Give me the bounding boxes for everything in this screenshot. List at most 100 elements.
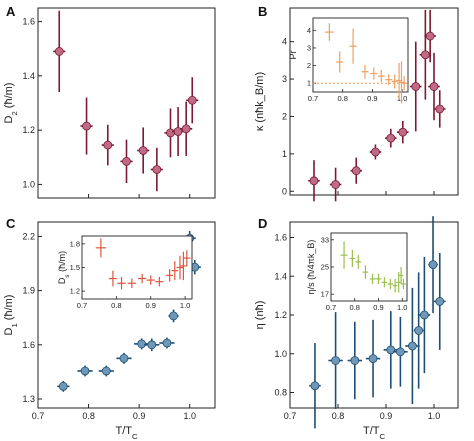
y-tick-label: 1.4: [22, 71, 35, 81]
inset-D-point-8: [392, 278, 398, 293]
panel-C-marker: [137, 339, 147, 349]
panel-A-marker: [181, 124, 191, 134]
y-tick-label: 1.3: [22, 394, 35, 404]
x-tick-label: 0.8: [332, 411, 345, 421]
panel-D-point-2: [347, 321, 362, 400]
panel-C-point-4: [134, 338, 150, 350]
inset-y-tick-label: 17: [321, 290, 329, 299]
inset-B-point-4: [370, 67, 378, 80]
inset-B-point-1: [336, 51, 344, 73]
panel-C-marker: [80, 366, 90, 376]
y-tick-label: 4: [282, 37, 287, 47]
inset-D-point-2: [355, 255, 362, 269]
x-axis-label: T/TC: [363, 425, 386, 441]
inset-D-point-1: [349, 250, 356, 267]
inset-y-label: Pr: [288, 50, 298, 59]
panel-D-point-4: [383, 311, 398, 389]
panel-B-marker: [398, 127, 408, 137]
panel-A-point-0: [53, 10, 66, 93]
x-tick-label: 1.0: [428, 411, 441, 421]
y-tick-label: 1.2: [22, 125, 35, 135]
y-axis-label: η (nħ): [254, 301, 266, 330]
panel-A-point-1: [80, 97, 93, 155]
inset-C-point-0: [95, 238, 107, 258]
panel-B-marker: [351, 166, 361, 176]
panel-C-marker: [58, 381, 68, 391]
panel-C-point-6: [159, 337, 175, 349]
inset-y-label-unit: (ħ/m): [57, 251, 67, 275]
panel-A-point-4: [137, 127, 150, 174]
panel-C-point-7: [168, 309, 179, 323]
y-axis-label-sub: 2: [10, 111, 19, 115]
panel-C: 1.31.61.92.20.7 0.8 0.9 1.0D1 (ħ/m)T/TCC1.2…: [3, 216, 216, 441]
x-axis-label-sub: C: [132, 432, 138, 441]
panel-D-marker: [331, 356, 341, 365]
panel-D-point-5: [393, 316, 408, 387]
y-tick-label: 1.6: [22, 17, 35, 27]
inset-y-tick-label: 3: [307, 43, 311, 52]
y-tick-label: 1.0: [274, 349, 287, 359]
panel-D-point-6: [405, 287, 420, 405]
inset-C-point-7: [166, 269, 174, 282]
y-axis-label: κ (nħk_B/m): [254, 72, 266, 131]
panel-letter: C: [6, 216, 16, 231]
inset-y-tick-label: 1.8: [70, 239, 80, 248]
panel-B-point-7: [419, 9, 432, 100]
panel-A-marker: [138, 146, 148, 155]
panel-C-frame: [37, 221, 216, 409]
panel-B-point-10: [434, 90, 446, 128]
panel-A-point-3: [120, 139, 133, 184]
inset-D-point-0: [340, 241, 348, 269]
panel-D-marker: [419, 310, 429, 320]
inset-y-label-base: D: [57, 277, 67, 284]
inset-B-point-7: [391, 74, 398, 89]
panel-C-point-2: [98, 365, 114, 377]
panel-D-point-8: [418, 256, 431, 374]
panel-C-marker: [162, 338, 172, 348]
panel-letter: A: [6, 4, 16, 19]
panel-C-marker: [101, 366, 111, 376]
panel-D-marker: [310, 381, 320, 391]
y-tick-label: 2.2: [22, 231, 35, 241]
panel-A-point-2: [101, 124, 114, 166]
inset-x-tick-label: 0.8: [350, 303, 360, 312]
panel-C-marker: [169, 311, 178, 321]
panel-A-point-9: [186, 77, 199, 124]
x-tick-label: 1.0: [183, 411, 196, 421]
y-tick-label: 1.2: [274, 310, 287, 320]
panel-A-marker: [187, 95, 197, 105]
inset-y-tick-label: 1.2: [70, 287, 80, 296]
inset-x-tick-label: 0.7: [308, 94, 318, 103]
inset-D-point-6: [381, 277, 388, 288]
inset-C-point-2: [117, 276, 126, 290]
x-tick-label: 0.9: [133, 411, 146, 421]
panel-D-point-7: [413, 272, 424, 389]
inset-y-tick-label: 33: [321, 235, 329, 244]
panel-D-marker: [428, 260, 438, 270]
inset-x-tick-label: 0.7: [326, 303, 336, 312]
inset-x-tick-label: 0.8: [111, 301, 121, 310]
inset-C-point-8: [171, 261, 179, 281]
x-tick-label: 0.7: [32, 411, 45, 421]
inset-D-point-3: [362, 265, 369, 279]
panel-A-point-5: [150, 147, 163, 192]
panel-A-marker: [122, 156, 131, 166]
inset-frame: [81, 235, 193, 300]
inset-B-point-10: [401, 76, 408, 91]
panel-B-point-5: [397, 120, 409, 144]
y-axis-label-base: D: [3, 327, 15, 335]
inset-C-point-4: [138, 273, 147, 284]
y-axis-label: D2 (ħ/m): [3, 83, 19, 124]
panel-A-marker: [152, 165, 162, 174]
inset-B-point-0: [324, 23, 334, 41]
y-tick-label: 1.6: [274, 233, 287, 243]
y-axis-label-sub: 1: [10, 323, 19, 327]
panel-D-point-0: [309, 343, 321, 429]
inset-y-label: Ds (ħ/m): [57, 251, 71, 284]
inset-x-tick-label: 1.0: [397, 303, 407, 312]
x-tick-label: 0.8: [82, 411, 95, 421]
inset-D-point-4: [369, 273, 376, 284]
y-tick-label: 3: [282, 74, 287, 84]
y-axis-label-unit: (ħ/m): [3, 295, 15, 324]
inset-C-point-5: [146, 275, 155, 285]
